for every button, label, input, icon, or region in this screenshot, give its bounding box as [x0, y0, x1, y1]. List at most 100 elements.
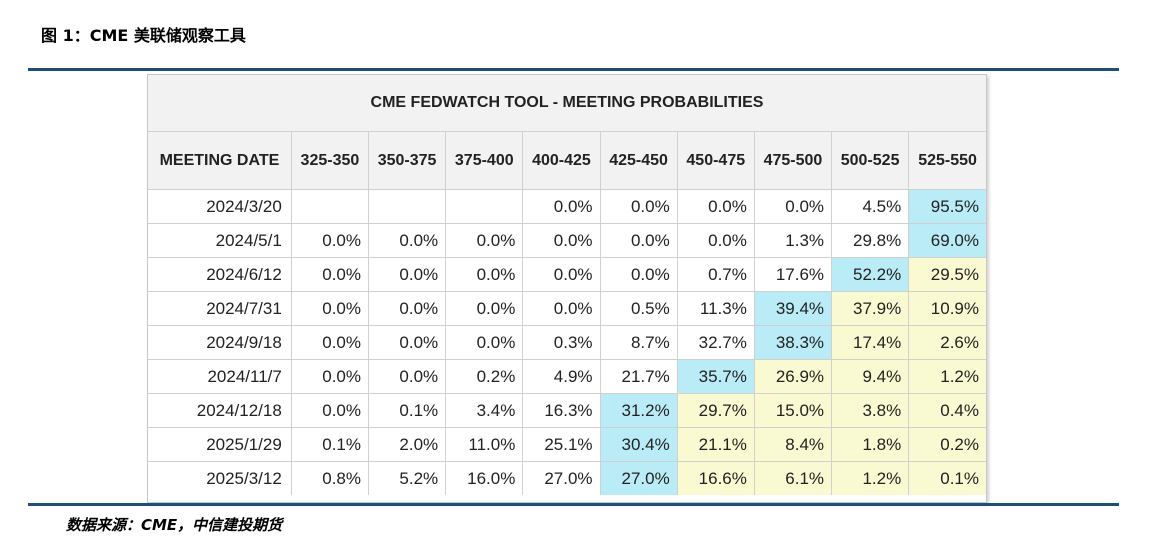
probability-cell: 11.0% [445, 427, 524, 462]
probability-cell [368, 189, 447, 224]
header-range-525-550: 525-550 [908, 132, 986, 190]
probability-cell: 16.0% [445, 461, 524, 495]
probability-cell: 0.0% [368, 359, 447, 394]
probability-cell: 0.0% [522, 257, 601, 292]
probability-cell: 0.4% [908, 393, 986, 428]
probability-cell: 21.1% [677, 427, 755, 462]
header-row: MEETING DATE 325-350 350-375 375-400 400-42… [148, 132, 986, 190]
probability-cell: 0.0% [445, 291, 524, 326]
header-range-400-425: 400-425 [522, 132, 601, 190]
probability-cell: 15.0% [754, 393, 833, 428]
probability-cell: 0.0% [600, 257, 678, 292]
probability-cell: 1.2% [908, 359, 986, 394]
probability-cell: 26.9% [754, 359, 833, 394]
header-range-375-400: 375-400 [445, 132, 524, 190]
probability-cell: 0.0% [368, 257, 447, 292]
probability-cell: 17.6% [754, 257, 833, 292]
probability-cell: 0.0% [291, 359, 370, 394]
probability-cell: 29.5% [908, 257, 986, 292]
probability-cell: 0.5% [600, 291, 678, 326]
probability-cell: 0.0% [368, 291, 447, 326]
meeting-date-cell: 2024/12/18 [148, 393, 292, 428]
meeting-date-cell: 2024/5/1 [148, 223, 292, 258]
source-note: 数据来源：CME，中信建投期货 [66, 516, 283, 534]
probability-cell: 0.0% [600, 223, 678, 258]
probability-cell: 16.6% [677, 461, 755, 495]
probability-cell: 0.0% [677, 189, 755, 224]
probability-cell: 0.7% [677, 257, 755, 292]
probability-cell: 0.0% [677, 223, 755, 258]
probability-cell: 35.7% [677, 359, 755, 394]
probability-cell: 4.9% [522, 359, 601, 394]
header-meeting-date: MEETING DATE [148, 132, 292, 190]
header-range-350-375: 350-375 [368, 132, 447, 190]
probability-table: MEETING DATE 325-350 350-375 375-400 400-42… [148, 132, 986, 495]
probability-cell: 0.3% [522, 325, 601, 360]
probability-cell: 69.0% [908, 223, 986, 258]
probability-cell: 4.5% [831, 189, 910, 224]
probability-cell: 10.9% [908, 291, 986, 326]
header-range-450-475: 450-475 [677, 132, 755, 190]
probability-cell: 0.0% [522, 223, 601, 258]
probability-cell: 1.2% [831, 461, 910, 495]
table-row: 2024/6/12 0.0% 0.0% 0.0% 0.0% 0.0% 0.7% 17.6% 52… [148, 257, 986, 292]
table-row: 2024/7/31 0.0% 0.0% 0.0% 0.0% 0.5% 11.3% 39.4% 3… [148, 291, 986, 326]
probability-cell: 0.0% [754, 189, 833, 224]
top-rule [28, 68, 1119, 71]
probability-cell: 6.1% [754, 461, 833, 495]
table-row: 2024/12/18 0.0% 0.1% 3.4% 16.3% 31.2% 29.7% 15.… [148, 393, 986, 428]
probability-cell: 0.2% [908, 427, 986, 462]
probability-cell: 0.0% [445, 223, 524, 258]
probability-cell: 37.9% [831, 291, 910, 326]
probability-cell: 21.7% [600, 359, 678, 394]
probability-cell: 1.8% [831, 427, 910, 462]
probability-cell: 3.8% [831, 393, 910, 428]
bottom-rule [28, 503, 1119, 506]
probability-cell: 31.2% [600, 393, 678, 428]
meeting-date-cell: 2024/7/31 [148, 291, 292, 326]
probability-cell: 25.1% [522, 427, 601, 462]
meeting-date-cell: 2024/11/7 [148, 359, 292, 394]
header-range-500-525: 500-525 [831, 132, 910, 190]
probability-cell: 0.1% [908, 461, 986, 495]
probability-cell: 0.0% [291, 291, 370, 326]
fedwatch-table-panel: CME FEDWATCH TOOL - MEETING PROBABILITIE… [147, 74, 987, 503]
probability-cell: 0.0% [600, 189, 678, 224]
table-row: 2024/5/1 0.0% 0.0% 0.0% 0.0% 0.0% 0.0% 1.3% 29.8… [148, 223, 986, 258]
probability-cell: 11.3% [677, 291, 755, 326]
probability-cell [445, 189, 524, 224]
probability-cell: 0.2% [445, 359, 524, 394]
probability-cell: 9.4% [831, 359, 910, 394]
probability-cell: 1.3% [754, 223, 833, 258]
probability-cell: 27.0% [522, 461, 601, 495]
probability-cell: 0.0% [291, 257, 370, 292]
probability-cell: 8.7% [600, 325, 678, 360]
probability-cell: 39.4% [754, 291, 833, 326]
probability-cell: 29.7% [677, 393, 755, 428]
probability-cell: 29.8% [831, 223, 910, 258]
probability-cell: 0.0% [291, 325, 370, 360]
probability-cell: 0.0% [522, 291, 601, 326]
probability-cell: 8.4% [754, 427, 833, 462]
probability-cell: 0.0% [445, 325, 524, 360]
probability-cell: 27.0% [600, 461, 678, 495]
header-range-425-450: 425-450 [600, 132, 678, 190]
meeting-date-cell: 2025/1/29 [148, 427, 292, 462]
table-title: CME FEDWATCH TOOL - MEETING PROBABILITIE… [148, 75, 986, 132]
probability-cell: 30.4% [600, 427, 678, 462]
probability-cell: 0.0% [522, 189, 601, 224]
probability-cell: 0.0% [445, 257, 524, 292]
meeting-date-cell: 2025/3/12 [148, 461, 292, 495]
probability-cell: 0.0% [291, 393, 370, 428]
meeting-date-cell: 2024/9/18 [148, 325, 292, 360]
probability-cell: 52.2% [831, 257, 910, 292]
meeting-date-cell: 2024/6/12 [148, 257, 292, 292]
table-row: 2024/11/7 0.0% 0.0% 0.2% 4.9% 21.7% 35.7% 26.9%… [148, 359, 986, 394]
header-range-325-350: 325-350 [291, 132, 370, 190]
probability-cell: 38.3% [754, 325, 833, 360]
probability-cell: 16.3% [522, 393, 601, 428]
probability-cell: 3.4% [445, 393, 524, 428]
probability-cell: 0.1% [291, 427, 370, 462]
header-range-475-500: 475-500 [754, 132, 833, 190]
table-row: 2024/3/20 0.0% 0.0% 0.0% 0.0% 4.5% 95.5% [148, 189, 986, 224]
